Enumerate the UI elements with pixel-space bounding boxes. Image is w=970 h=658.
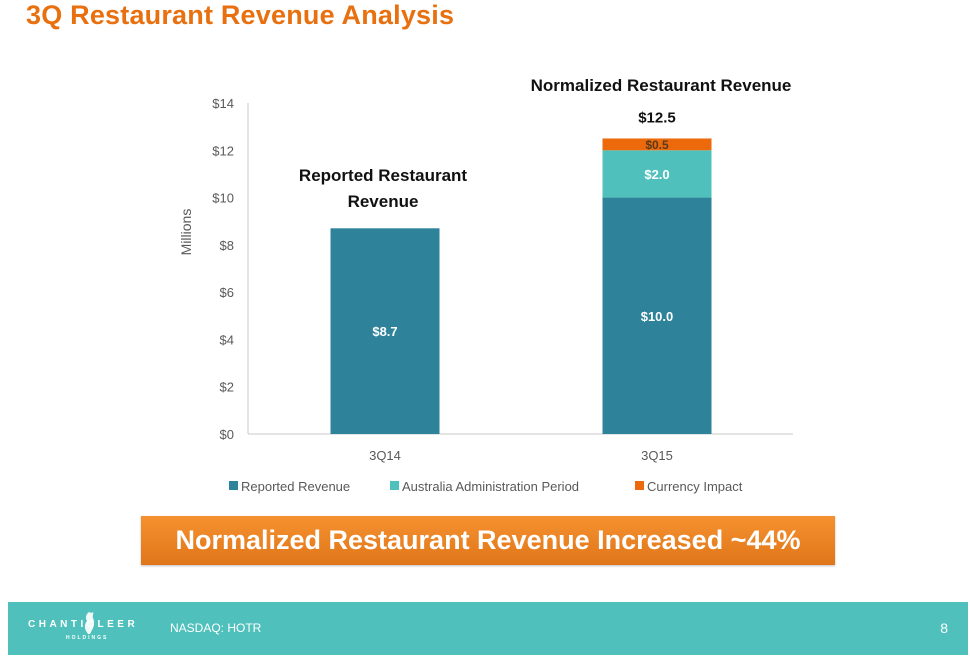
x-tick-label: 3Q15 xyxy=(641,448,673,463)
data-label: $2.0 xyxy=(644,167,669,182)
rooster-icon xyxy=(84,612,95,634)
y-tick-label: $6 xyxy=(220,285,234,300)
x-tick-label: 3Q14 xyxy=(369,448,401,463)
logo-subtext: HOLDINGS xyxy=(66,635,109,641)
footer-bar: CHANTICLEER HOLDINGS NASDAQ: HOTR 8 xyxy=(8,602,968,655)
callout-text: Normalized Restaurant Revenue Increased … xyxy=(175,525,801,555)
bar-segment-australia-administration-period xyxy=(602,150,712,198)
revenue-chart: $0 $2 $4 $6 $8 $10 $12 $14 Millions 3Q14 3Q15 $8.7 $… xyxy=(178,76,793,494)
company-logo: CHANTICLEER HOLDINGS xyxy=(28,610,168,646)
ticker-symbol: NASDAQ: HOTR xyxy=(170,621,262,635)
data-label: $8.7 xyxy=(372,324,397,339)
total-label: $12.5 xyxy=(638,109,676,126)
chart-annotation: Revenue xyxy=(348,192,419,211)
y-tick-label: $8 xyxy=(220,238,234,253)
legend-swatch xyxy=(390,481,399,490)
bar-segment-reported-revenue xyxy=(330,228,440,434)
bar-segment-reported-revenue xyxy=(602,197,712,434)
y-tick-label: $2 xyxy=(220,380,234,395)
bar-segment-currency-impact xyxy=(602,138,712,151)
data-label: $10.0 xyxy=(641,309,674,324)
y-tick-label: $14 xyxy=(212,96,234,111)
y-tick-label: $0 xyxy=(220,427,234,442)
y-tick-label: $12 xyxy=(212,143,234,158)
page-number: 8 xyxy=(940,620,948,636)
y-axis-label: Millions xyxy=(178,209,194,256)
callout-banner: Normalized Restaurant Revenue Increased … xyxy=(141,516,835,565)
legend-swatch xyxy=(229,481,238,490)
y-tick-label: $4 xyxy=(220,332,234,347)
y-tick-label: $10 xyxy=(212,191,234,206)
logo-text: CHANTICLEER xyxy=(28,619,139,630)
legend-label: Australia Administration Period xyxy=(402,479,579,494)
legend-label: Reported Revenue xyxy=(241,479,350,494)
legend-swatch xyxy=(635,481,644,490)
chart-annotation: Normalized Restaurant Revenue xyxy=(531,76,792,95)
chart-annotation: Reported Restaurant xyxy=(299,166,467,185)
slide-title: 3Q Restaurant Revenue Analysis xyxy=(26,0,455,30)
data-label: $0.5 xyxy=(645,138,669,152)
legend-label: Currency Impact xyxy=(647,479,743,494)
